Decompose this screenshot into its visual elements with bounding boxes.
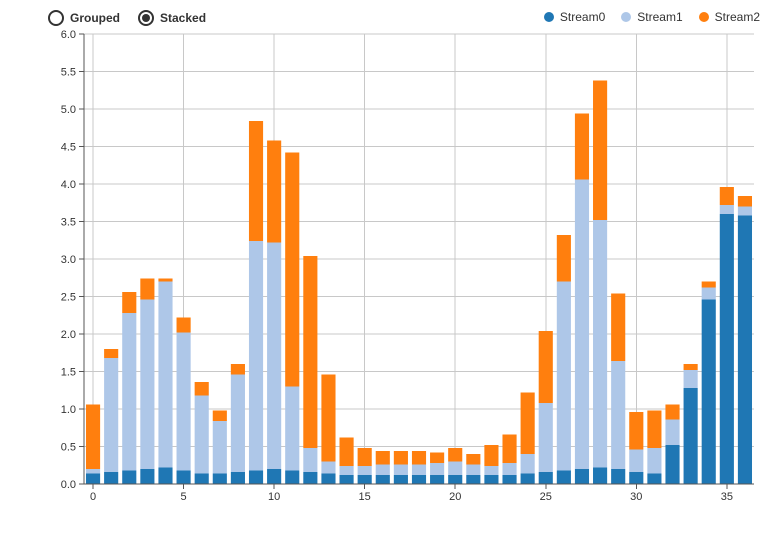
stacked-bar-chart: 0 5 10 15 20 25 30 35 0.0 0.5 1.0 1.5 2.0 2.5 3.0 3.5 4.…: [48, 30, 760, 510]
legend-swatch-icon: [544, 12, 554, 22]
svg-text:6.0: 6.0: [61, 30, 76, 41]
svg-text:5: 5: [181, 491, 187, 503]
svg-text:1.5: 1.5: [61, 367, 76, 379]
svg-text:3.0: 3.0: [61, 254, 76, 266]
stacked-option[interactable]: Stacked: [138, 10, 206, 26]
legend-swatch-icon: [699, 12, 709, 22]
svg-text:5.0: 5.0: [61, 104, 76, 116]
legend-item-stream0[interactable]: Stream0: [544, 10, 605, 24]
svg-text:4.5: 4.5: [61, 142, 76, 154]
legend: Stream0 Stream1 Stream2: [544, 10, 760, 24]
radio-stacked-icon: [138, 10, 154, 26]
mode-toggle: Grouped Stacked: [48, 10, 206, 26]
legend-label: Stream0: [560, 10, 605, 24]
svg-text:15: 15: [359, 491, 371, 503]
svg-text:3.5: 3.5: [61, 217, 76, 229]
svg-text:2.0: 2.0: [61, 329, 76, 341]
svg-text:2.5: 2.5: [61, 292, 76, 304]
legend-label: Stream1: [637, 10, 682, 24]
svg-text:35: 35: [721, 491, 733, 503]
svg-text:5.5: 5.5: [61, 67, 76, 79]
svg-text:1.0: 1.0: [61, 404, 76, 416]
legend-swatch-icon: [621, 12, 631, 22]
svg-text:10: 10: [268, 491, 280, 503]
grouped-option[interactable]: Grouped: [48, 10, 120, 26]
legend-item-stream1[interactable]: Stream1: [621, 10, 682, 24]
svg-text:30: 30: [630, 491, 642, 503]
legend-item-stream2[interactable]: Stream2: [699, 10, 760, 24]
svg-text:0: 0: [90, 491, 96, 503]
stacked-label: Stacked: [160, 11, 206, 25]
grouped-label: Grouped: [70, 11, 120, 25]
svg-text:0.0: 0.0: [61, 479, 76, 491]
chart-svg: 0 5 10 15 20 25 30 35 0.0 0.5 1.0 1.5 2.0 2.5 3.0 3.5 4.…: [48, 30, 760, 510]
svg-text:25: 25: [540, 491, 552, 503]
legend-label: Stream2: [715, 10, 760, 24]
svg-text:0.5: 0.5: [61, 442, 76, 454]
svg-text:20: 20: [449, 491, 461, 503]
radio-grouped-icon: [48, 10, 64, 26]
svg-text:4.0: 4.0: [61, 179, 76, 191]
